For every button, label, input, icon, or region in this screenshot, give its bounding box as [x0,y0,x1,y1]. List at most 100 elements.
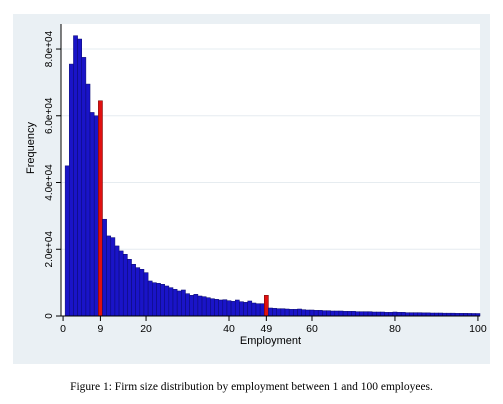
x-tick-label-4: 49 [261,323,273,335]
bar-51 [272,308,277,317]
bar-20 [143,272,149,317]
bar-58 [301,309,307,317]
y-tick-label-2: 4.0e+04 [44,164,55,201]
bar-77 [380,311,385,317]
bar-33 [197,295,203,317]
bar-54 [284,308,290,317]
bar-22 [152,282,157,317]
x-tick-label-2: 20 [140,323,152,335]
bar-81 [396,312,402,317]
bar-3 [73,35,78,317]
gridlines-inner [61,48,480,250]
bar-14 [118,250,124,317]
bar-76 [376,311,381,317]
x-axis-label: Employment [240,335,301,347]
bar-29 [181,289,186,317]
bar-17 [131,264,136,317]
bar-86 [417,312,423,317]
axes [60,24,480,317]
bar-13 [114,245,120,317]
bar-80 [392,311,398,317]
bar-82 [400,312,406,317]
x-tick-label-3: 40 [223,323,235,335]
bar-4 [77,38,82,317]
bar-70 [351,311,356,317]
bar-62 [317,310,323,317]
bar-42 [234,299,240,317]
bar-28 [176,290,182,317]
bar-40 [226,300,232,317]
bar-83 [405,312,410,317]
x-tick-label-7: 100 [469,323,487,335]
bar-5 [81,57,87,317]
bar-36 [210,298,215,317]
bar-66 [334,310,340,317]
bar-47 [255,303,261,317]
highlight-bar-49 [264,295,269,317]
bar-11 [106,235,112,317]
bar-32 [193,294,199,317]
bar-56 [293,309,298,317]
bar-10 [102,218,107,317]
bar-63 [322,310,327,317]
bar-65 [330,310,336,317]
bar-34 [201,296,207,317]
bar-2 [69,63,74,317]
bar-44 [243,302,248,317]
bar-19 [139,269,145,317]
bar-27 [172,289,178,317]
bar-55 [288,309,294,317]
bar-85 [413,312,419,317]
bar-30 [185,293,190,317]
y-axis-ticks: 0 2.0e+04 4.0e+04 6.0e+04 8.0e+04 [44,30,61,319]
bar-24 [160,284,165,317]
bar-12 [110,237,116,317]
bar-16 [127,259,132,317]
bar-7 [89,112,95,317]
bar-53 [280,308,286,317]
bar-52 [276,308,282,317]
bar-69 [347,311,352,317]
bar-64 [326,310,331,317]
y-tick-label-1: 2.0e+04 [44,231,55,268]
bar-79 [388,312,394,317]
bar-68 [342,311,348,317]
bar-67 [338,310,344,317]
bar-41 [230,301,236,317]
bar-31 [189,295,195,317]
x-tick-label-0: 0 [60,323,66,335]
bar-1 [64,165,70,317]
x-tick-label-1: 9 [97,323,103,335]
x-tick-label-5: 60 [306,323,318,335]
bar-73 [363,311,369,317]
bar-75 [371,311,377,317]
bar-21 [147,280,153,317]
bar-46 [251,302,257,317]
x-axis-ticks: 0 9 20 40 49 60 80 100 [60,316,487,335]
bars [64,35,481,317]
y-tick-label-4: 8.0e+04 [44,30,55,67]
bar-39 [222,299,228,317]
bar-26 [168,287,174,317]
bar-78 [384,312,389,317]
x-tick-label-6: 80 [389,323,401,335]
bar-18 [135,267,141,317]
bar-72 [359,311,365,317]
bar-6 [85,83,91,317]
y-tick-label-3: 6.0e+04 [44,97,55,134]
highlight-bar-9 [98,100,103,317]
bar-59 [305,309,311,317]
figure-caption: Figure 1: Firm size distribution by empl… [70,381,433,393]
bar-23 [156,283,161,317]
bar-8 [93,115,99,317]
bar-60 [309,309,315,317]
bar-48 [259,303,265,317]
bar-37 [214,299,219,317]
bar-35 [205,297,211,317]
bar-45 [247,300,253,317]
bar-61 [313,310,319,317]
bar-50 [268,307,273,317]
y-axis-label: Frequency [25,122,37,174]
